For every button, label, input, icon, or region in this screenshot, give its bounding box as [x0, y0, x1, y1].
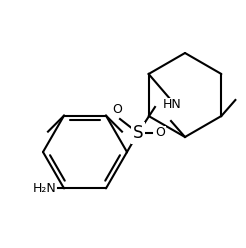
Text: O: O [112, 103, 122, 116]
Text: O: O [155, 126, 165, 139]
Text: H₂N: H₂N [32, 182, 56, 195]
Text: S: S [133, 124, 143, 142]
Text: HN: HN [163, 98, 182, 112]
